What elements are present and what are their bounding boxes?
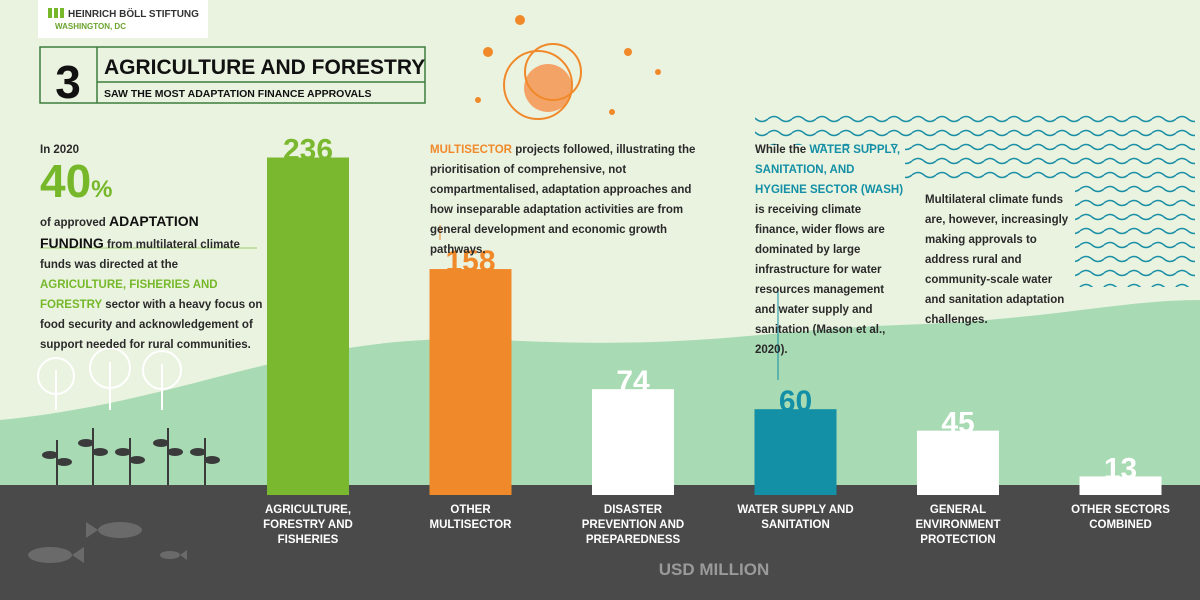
chart-subtitle: SAW THE MOST ADAPTATION FINANCE APPROVAL… bbox=[104, 88, 372, 100]
category-label: DISASTER PREVENTION AND PREPAREDNESS bbox=[581, 504, 685, 546]
note-highlight: WATER SUPPLY, SANITATION, AND HYGIENE SE… bbox=[755, 144, 904, 196]
title-box bbox=[39, 46, 426, 104]
office: WASHINGTON, DC bbox=[55, 22, 126, 31]
share: 40% bbox=[40, 158, 265, 211]
multilateral-note: Multilateral climate funds are, however,… bbox=[925, 194, 1069, 326]
waves bbox=[905, 145, 1195, 185]
bar bbox=[429, 269, 512, 495]
org: HEINRICH BÖLL STIFTUNG bbox=[68, 7, 199, 20]
category-label: WATER SUPPLY AND SANITATION bbox=[737, 504, 854, 531]
multisector-note: MULTISECTOR projects followed, illustrat… bbox=[430, 140, 705, 260]
connectors bbox=[40, 225, 779, 380]
logo bbox=[38, 0, 208, 38]
note-text: from multilateral climate funds was dire… bbox=[40, 239, 240, 271]
note-text: While the bbox=[755, 144, 807, 156]
note-text: sector with a heavy focus on food securi… bbox=[40, 299, 263, 351]
value-label: 13 bbox=[1104, 452, 1137, 485]
category-label: AGRICULTURE, FORESTRY AND FISHERIES bbox=[263, 504, 353, 546]
value-label: 236 bbox=[283, 134, 333, 167]
bar bbox=[917, 430, 999, 495]
plants bbox=[42, 428, 220, 485]
note-strong: ADAPTATION FUNDING bbox=[40, 213, 199, 251]
waves bbox=[755, 115, 1195, 145]
bar bbox=[267, 157, 349, 495]
note-highlight: MULTISECTOR bbox=[430, 144, 512, 156]
trees bbox=[37, 347, 182, 410]
chart-title: AGRICULTURE AND FORESTRY bbox=[104, 56, 425, 79]
ground bbox=[0, 485, 1200, 600]
value-label: 74 bbox=[616, 365, 650, 398]
note-text: is receiving climate finance, wider flow… bbox=[755, 204, 886, 356]
note-text: of approved bbox=[40, 217, 106, 229]
bar bbox=[754, 409, 837, 495]
share-unit: % bbox=[91, 176, 113, 203]
value-label: 60 bbox=[779, 385, 812, 418]
fish bbox=[28, 522, 187, 563]
category-label: OTHER MULTISECTOR bbox=[429, 504, 512, 531]
waves bbox=[1075, 185, 1195, 287]
chart-number: 3 bbox=[55, 56, 81, 108]
agriculture-note: In 2020 40% of approved ADAPTATION FUNDI… bbox=[40, 140, 265, 355]
wash-note: While the WATER SUPPLY, SANITATION, AND … bbox=[755, 140, 905, 360]
value-label: 158 bbox=[445, 245, 495, 278]
bar bbox=[592, 389, 674, 495]
share-value: 40 bbox=[40, 155, 92, 207]
category-label: GENERAL ENVIRONMENT PROTECTION bbox=[915, 504, 1001, 546]
circles bbox=[475, 15, 661, 120]
note-text: projects followed, illustrating the prio… bbox=[430, 144, 696, 256]
note-highlight: AGRICULTURE, FISHERIES AND FORESTRY bbox=[40, 279, 218, 311]
note-text: In 2020 bbox=[40, 144, 79, 156]
bar bbox=[1079, 476, 1162, 495]
category-label: OTHER SECTORS COMBINED bbox=[1071, 504, 1170, 531]
value-label: 45 bbox=[941, 407, 974, 440]
axis-label: USD MILLION bbox=[659, 560, 770, 579]
